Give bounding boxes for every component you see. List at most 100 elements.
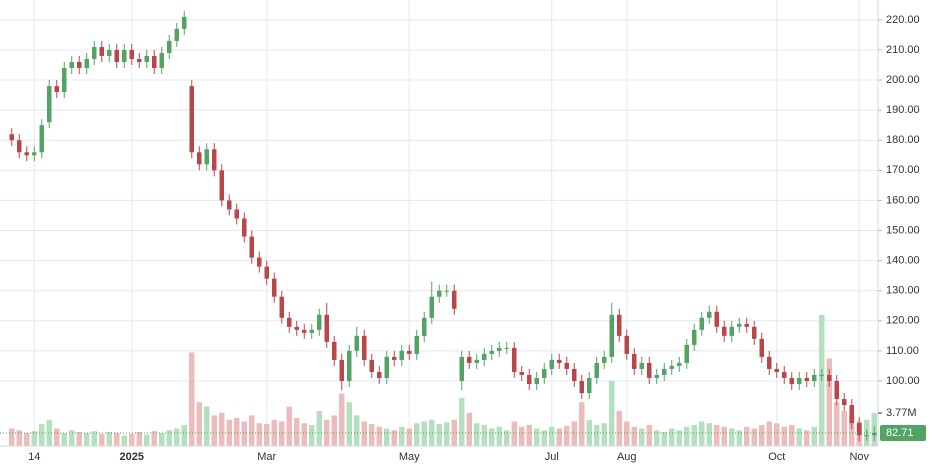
volume-bar — [654, 430, 660, 446]
volume-bar — [624, 421, 630, 446]
volume-bar — [69, 430, 75, 446]
candle-body — [602, 356, 607, 363]
volume-bar — [549, 426, 555, 446]
candle-body — [842, 399, 847, 406]
volume-bar — [451, 419, 457, 446]
candle-body — [54, 86, 59, 93]
volume-bar — [114, 432, 120, 446]
candle-body — [264, 266, 269, 279]
volume-bar — [301, 423, 307, 446]
volume-bar — [646, 425, 652, 446]
volume-bar — [804, 430, 810, 446]
candle-body — [422, 317, 427, 336]
volume-bar — [766, 421, 772, 446]
candle-body — [129, 49, 134, 59]
candle-body — [384, 356, 389, 378]
candle-body — [639, 362, 644, 369]
volume-bar — [331, 415, 337, 446]
volume-bar — [354, 415, 360, 446]
volume-bar — [256, 423, 262, 446]
candle-body — [174, 28, 179, 41]
volume-bar — [54, 428, 60, 446]
candle-body — [324, 314, 329, 342]
volume-bar — [489, 428, 495, 446]
candles — [9, 10, 877, 442]
y-tick-label: 120.00 — [886, 315, 920, 327]
candle-body — [392, 356, 397, 360]
volume-bar — [324, 419, 330, 446]
candle-body — [9, 134, 14, 141]
volume-bar — [564, 425, 570, 446]
candle-body — [624, 335, 629, 354]
candle-body — [227, 200, 232, 210]
volume-bar — [669, 428, 675, 446]
volume-last-label: 3.77M — [886, 407, 917, 419]
volume-bar — [571, 421, 577, 446]
volume-bar — [369, 424, 375, 446]
candle-body — [182, 16, 187, 29]
candle-body — [707, 311, 712, 318]
candle-body — [452, 290, 457, 309]
volume-bar — [661, 432, 667, 446]
candle-body — [519, 371, 524, 375]
volume-bar — [706, 423, 712, 446]
volume-bar — [676, 430, 682, 446]
volume-bar — [759, 425, 765, 446]
candle-body — [144, 55, 149, 62]
candle-body — [684, 344, 689, 363]
candle-body — [512, 347, 517, 372]
volume-bar — [534, 428, 540, 446]
volume-bar — [541, 430, 547, 446]
volume-bar — [294, 418, 300, 446]
volume-bar — [699, 421, 705, 446]
volume-bar — [586, 419, 592, 446]
volume-bar — [399, 426, 405, 446]
x-tick-label: 2025 — [120, 451, 144, 463]
axes: 100.00 110.00 120.00 130.00 140.00 150.00 160.… — [0, 14, 926, 463]
candle-body — [77, 61, 82, 69]
candle-body — [857, 423, 862, 436]
candle-body — [827, 374, 832, 381]
volume-bar — [504, 430, 510, 446]
y-tick-label: 110.00 — [886, 345, 919, 357]
candle-body — [302, 329, 307, 333]
candle-body — [309, 329, 314, 333]
volume-bar — [286, 406, 292, 446]
volume-bar — [811, 426, 817, 446]
candle-body — [699, 317, 704, 330]
candle-body — [489, 350, 494, 354]
volume-bar — [826, 358, 832, 446]
candle-body — [167, 40, 172, 53]
x-tick-label: Mar — [257, 451, 276, 463]
candle-body — [474, 359, 479, 363]
volume-bar — [309, 425, 315, 446]
volume-bar — [781, 426, 787, 446]
candle-body — [272, 278, 277, 297]
y-tick-label: 130.00 — [886, 285, 920, 297]
candle-body — [287, 317, 292, 327]
volume-bar — [751, 428, 757, 446]
candle-body — [257, 257, 262, 267]
volume-bar — [129, 433, 135, 446]
volume-bar — [151, 431, 157, 446]
y-tick-label: 150.00 — [886, 224, 920, 236]
y-tick-label: 140.00 — [886, 255, 920, 267]
volume-bar — [579, 402, 585, 446]
volume-bar — [174, 428, 180, 446]
candle-body — [849, 405, 854, 424]
candle-body — [159, 52, 164, 69]
candle-body — [62, 68, 67, 93]
y-tick-label: 100.00 — [886, 375, 920, 387]
volume-bar — [46, 419, 52, 446]
candle-body — [752, 326, 757, 339]
candle-body — [294, 326, 299, 330]
volume-bar — [166, 430, 172, 446]
x-tick-label: Nov — [849, 451, 869, 463]
x-tick-label: Oct — [768, 451, 785, 463]
volume-bar — [691, 425, 697, 446]
volume-pane — [9, 314, 877, 446]
candle-body — [729, 326, 734, 336]
volume-bar — [639, 428, 645, 446]
volume-bar — [391, 430, 397, 446]
